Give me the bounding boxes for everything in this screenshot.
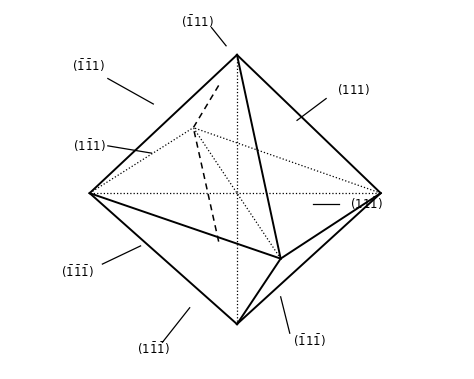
Text: $(\bar{1}\bar{1}1)$: $(\bar{1}\bar{1}1)$ (72, 58, 104, 74)
Text: $(\bar{1}11)$: $(\bar{1}11)$ (181, 14, 213, 30)
Text: $(1\bar{1}1)$: $(1\bar{1}1)$ (73, 138, 106, 154)
Text: $(\bar{1}\bar{1}\bar{1})$: $(\bar{1}\bar{1}\bar{1})$ (61, 263, 93, 280)
Text: $(\bar{1}1\bar{1})$: $(\bar{1}1\bar{1})$ (293, 332, 326, 349)
Text: $(11\bar{1})$: $(11\bar{1})$ (350, 196, 383, 212)
Text: $(1\bar{1}\bar{1})$: $(1\bar{1}\bar{1})$ (137, 341, 170, 357)
Text: $(111)$: $(111)$ (337, 82, 370, 97)
